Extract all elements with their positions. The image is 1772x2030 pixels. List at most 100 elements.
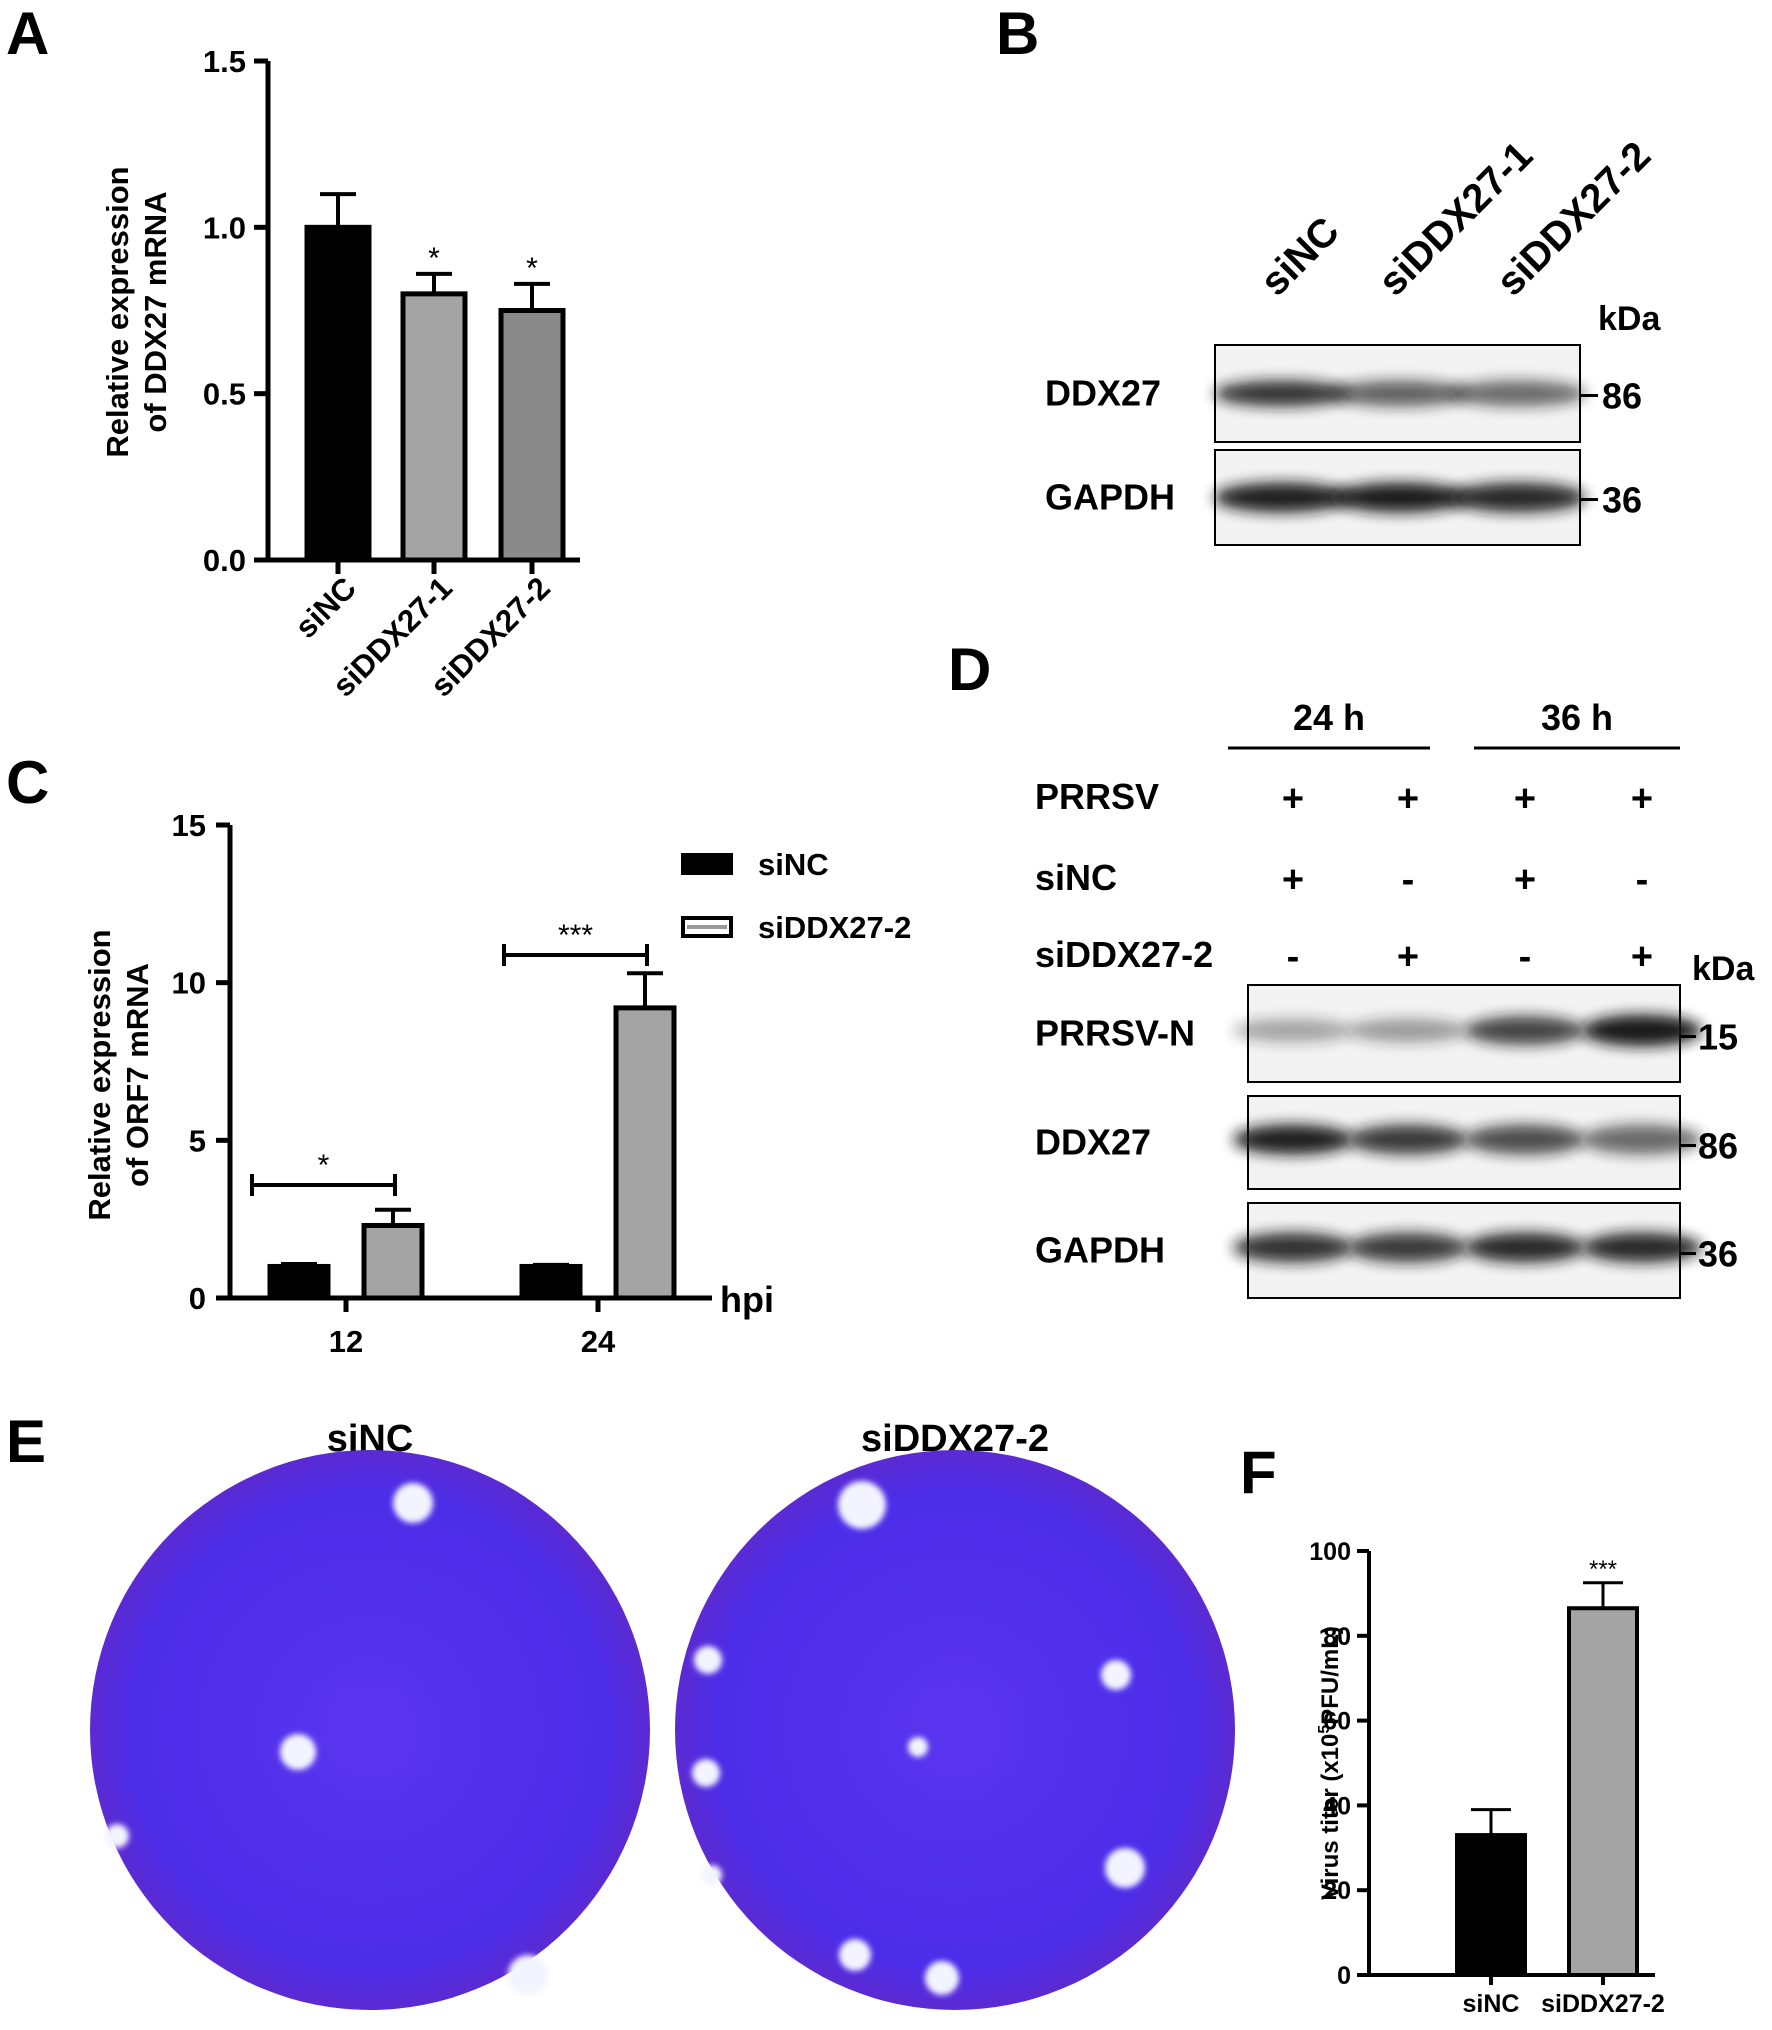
band bbox=[1348, 1232, 1468, 1263]
band bbox=[1214, 482, 1350, 513]
band bbox=[1450, 482, 1586, 513]
time-label: 36 h bbox=[1541, 697, 1613, 738]
condition-sign: + bbox=[1631, 936, 1653, 978]
condition-sign: + bbox=[1282, 859, 1304, 901]
kda-label: 15 bbox=[1698, 1017, 1738, 1058]
band bbox=[1582, 1124, 1702, 1155]
significance-star: *** bbox=[558, 919, 593, 952]
lane-label: siNC bbox=[1252, 209, 1348, 305]
plaque bbox=[1105, 1848, 1145, 1888]
band bbox=[1348, 1124, 1468, 1155]
condition-label: siDDX27-2 bbox=[1035, 934, 1213, 975]
bar-siNC bbox=[1455, 1833, 1527, 1977]
condition-sign: + bbox=[1514, 859, 1536, 901]
kda-label: 86 bbox=[1602, 376, 1642, 417]
x-tick-label: siNC bbox=[1463, 1990, 1520, 2018]
legend-swatch bbox=[681, 853, 733, 875]
panel-letter-a: A bbox=[6, 0, 49, 67]
panel-letter-b: B bbox=[996, 0, 1039, 67]
panel-letter-c: C bbox=[6, 749, 49, 816]
chart-c: 0 5 10 15 hpi Relative expressionof ORF7 mRNA… bbox=[82, 808, 911, 1359]
bar-siDDX27-2-24 bbox=[613, 1005, 677, 1301]
band bbox=[1332, 482, 1468, 513]
western-blot-d: 24 h 36 h PRRSV + + + + siNC + - + - siDDX27-2 - + - + kD… bbox=[1035, 697, 1755, 1299]
y-tick-label: 80 bbox=[1323, 1623, 1351, 1651]
chart-f: 0 20 40 60 80 100 Virus titer (x105PFU/mL) siNC… bbox=[1309, 1538, 1665, 2018]
x-tick-label: 12 bbox=[329, 1324, 363, 1359]
band bbox=[1582, 1014, 1702, 1047]
condition-sign: + bbox=[1397, 936, 1419, 978]
condition-sign: + bbox=[1282, 778, 1304, 820]
x-tick-label: 24 bbox=[581, 1324, 616, 1359]
bar-siDDX27-2-12 bbox=[361, 1222, 425, 1301]
condition-sign: - bbox=[1287, 936, 1300, 978]
condition-sign: - bbox=[1636, 859, 1649, 901]
bar-siDDX27-1 bbox=[400, 291, 468, 563]
kda-label: 36 bbox=[1602, 480, 1642, 521]
kda-unit: kDa bbox=[1598, 300, 1661, 338]
row-label: GAPDH bbox=[1045, 477, 1175, 518]
bar-siNC-24 bbox=[519, 1263, 583, 1301]
plaque bbox=[838, 1481, 886, 1529]
significance-star: * bbox=[428, 242, 440, 275]
plaque bbox=[280, 1734, 316, 1770]
bar-siNC bbox=[304, 224, 372, 563]
condition-sign: + bbox=[1631, 778, 1653, 820]
legend-label: siDDX27-2 bbox=[758, 910, 911, 945]
y-tick-label: 1.0 bbox=[203, 210, 246, 245]
y-axis-label: Virus titer (x105PFU/mL) bbox=[1316, 1626, 1344, 1900]
row-label: DDX27 bbox=[1045, 373, 1161, 414]
time-label: 24 h bbox=[1293, 697, 1365, 738]
row-label: DDX27 bbox=[1035, 1122, 1151, 1163]
row-label: GAPDH bbox=[1035, 1230, 1165, 1271]
y-tick-label: 0 bbox=[189, 1281, 206, 1316]
band bbox=[1348, 1018, 1468, 1043]
plaque bbox=[105, 1824, 129, 1848]
panel-letter-e: E bbox=[6, 1408, 46, 1475]
y-tick-label: 5 bbox=[189, 1123, 206, 1158]
significance-star: * bbox=[318, 1149, 330, 1182]
band bbox=[1332, 380, 1468, 407]
plaque bbox=[925, 1961, 959, 1995]
kda-unit: kDa bbox=[1692, 950, 1755, 988]
y-tick-label: 0 bbox=[1337, 1962, 1351, 1990]
plaque bbox=[1101, 1660, 1131, 1690]
panel-letter-d: D bbox=[948, 636, 991, 703]
plaque bbox=[508, 1955, 548, 1995]
band bbox=[1465, 1016, 1585, 1045]
condition-sign: + bbox=[1514, 778, 1536, 820]
condition-sign: - bbox=[1519, 936, 1532, 978]
x-axis-label: hpi bbox=[720, 1279, 774, 1320]
band bbox=[1450, 380, 1586, 407]
x-tick-label: siDDX27-2 bbox=[1541, 1990, 1665, 2018]
chart-a: 0.0 0.5 1.0 1.5 Relative expressionof DDX27 … bbox=[100, 44, 580, 703]
y-tick-label: 20 bbox=[1323, 1877, 1351, 1905]
y-tick-label: 10 bbox=[172, 966, 206, 1001]
y-axis-label: Relative expressionof ORF7 mRNA bbox=[82, 929, 155, 1220]
band bbox=[1465, 1232, 1585, 1263]
y-tick-label: 40 bbox=[1323, 1792, 1351, 1820]
condition-sign: + bbox=[1397, 778, 1419, 820]
bar-siNC-12 bbox=[267, 1263, 331, 1301]
y-tick-label: 15 bbox=[172, 808, 206, 843]
y-axis-label: Relative expressionof DDX27 mRNA bbox=[100, 166, 173, 457]
y-tick-label: 100 bbox=[1309, 1538, 1351, 1566]
plaque bbox=[692, 1759, 720, 1787]
panel-letter-f: F bbox=[1240, 1439, 1277, 1506]
culture-plate bbox=[90, 1450, 650, 2010]
band bbox=[1233, 1232, 1353, 1263]
y-tick-label: 60 bbox=[1323, 1708, 1351, 1736]
band bbox=[1465, 1124, 1585, 1155]
band bbox=[1582, 1232, 1702, 1263]
plaque bbox=[839, 1939, 871, 1971]
significance-star: * bbox=[526, 252, 538, 285]
condition-sign: - bbox=[1402, 859, 1415, 901]
bar-siDDX27-2 bbox=[1567, 1606, 1639, 1977]
y-tick-label: 0.0 bbox=[203, 543, 246, 578]
band bbox=[1233, 1019, 1353, 1042]
kda-label: 86 bbox=[1698, 1126, 1738, 1167]
plaque bbox=[694, 1646, 722, 1674]
plaque bbox=[393, 1483, 433, 1523]
